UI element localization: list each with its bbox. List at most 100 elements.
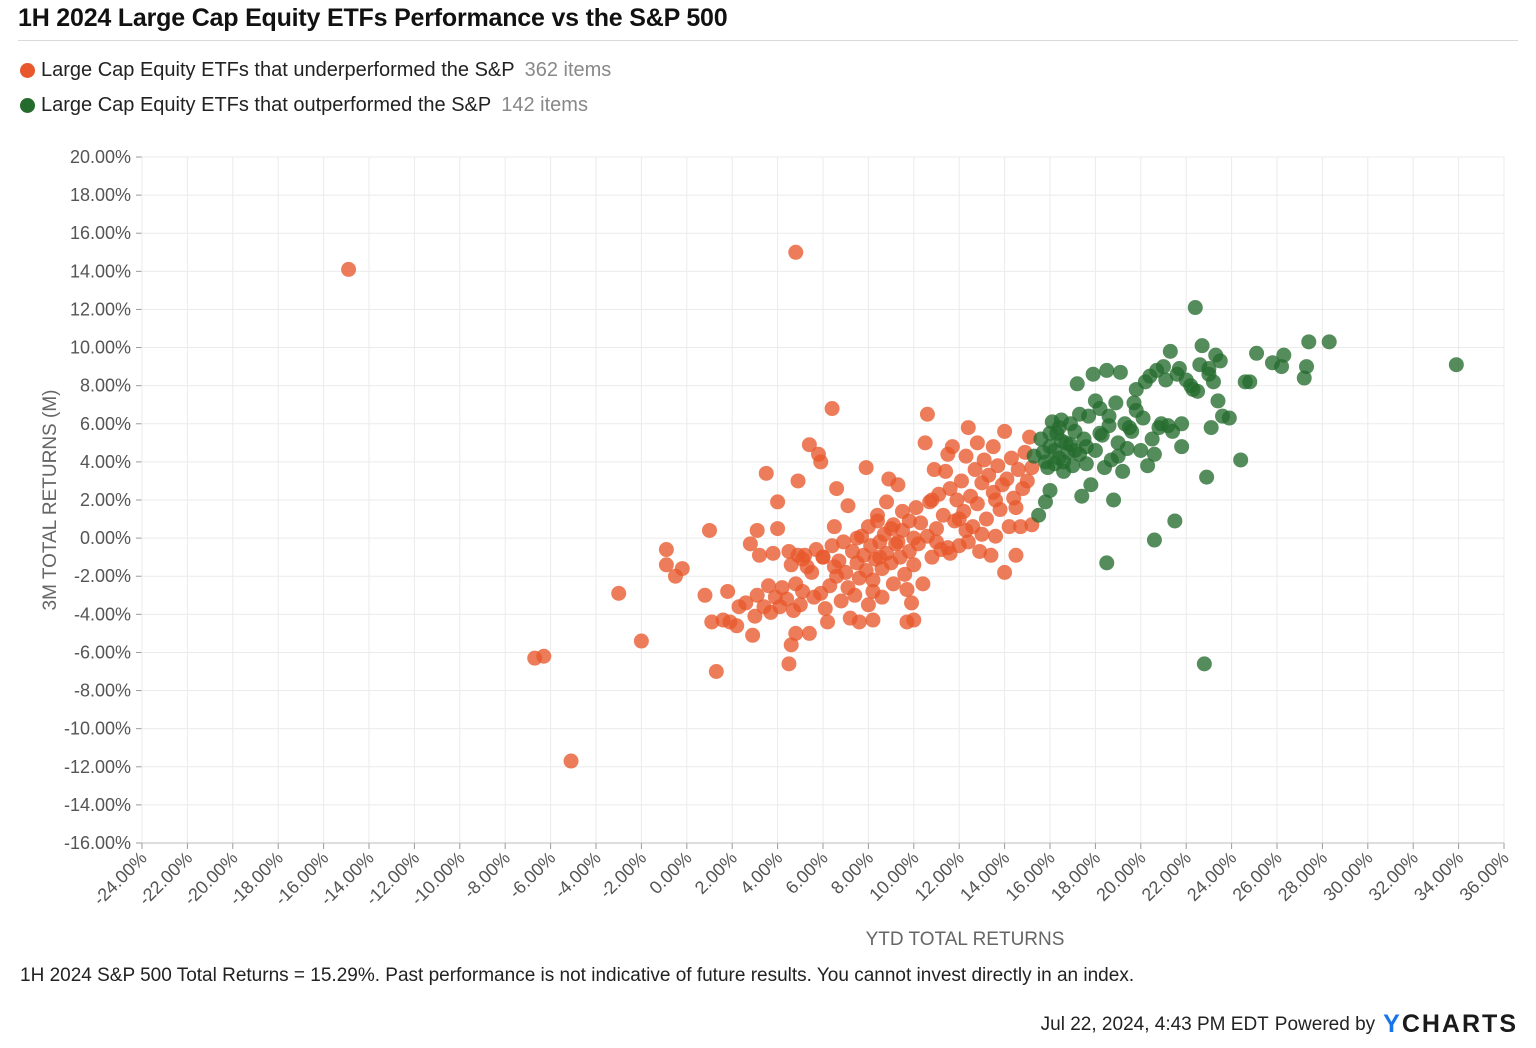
y-tick-label: 14.00% (70, 261, 131, 281)
powered-by-label: Powered by (1274, 1013, 1376, 1035)
data-point (770, 494, 786, 510)
data-point (697, 587, 713, 603)
data-point (813, 454, 829, 470)
data-point (1301, 334, 1317, 350)
legend-marker-outperformed (20, 98, 35, 113)
data-point (1167, 513, 1183, 529)
data-point (1140, 458, 1156, 474)
data-point (1185, 381, 1201, 397)
data-point (926, 462, 942, 478)
data-point (829, 481, 845, 497)
x-tick-label: 32.00% (1365, 848, 1422, 905)
data-point (1210, 393, 1226, 409)
data-point (1069, 376, 1085, 392)
data-point (960, 534, 976, 550)
data-point (983, 547, 999, 563)
legend-item-outperformed[interactable]: Large Cap Equity ETFs that outperformed … (20, 88, 611, 123)
data-point (1276, 347, 1292, 363)
data-point (1012, 519, 1028, 535)
x-tick-label: 6.00% (782, 848, 832, 898)
y-tick-label: 12.00% (70, 299, 131, 319)
data-point (1042, 482, 1058, 498)
x-tick-label: 14.00% (956, 848, 1013, 905)
data-point (1053, 433, 1069, 449)
scatter-chart: 20.00%18.00%16.00%14.00%12.00%10.00%8.00… (40, 147, 1513, 950)
x-axis-title: YTD TOTAL RETURNS (866, 929, 1065, 950)
data-point (788, 625, 804, 641)
data-point (797, 547, 813, 563)
data-point (1194, 338, 1210, 354)
data-point (758, 465, 774, 481)
x-tick-label: 24.00% (1183, 848, 1240, 905)
data-point (935, 507, 951, 523)
y-tick-label: 10.00% (70, 338, 131, 358)
data-point (929, 521, 944, 537)
legend-item-underperformed[interactable]: Large Cap Equity ETFs that underperforme… (20, 53, 611, 88)
ycharts-logo-text: CHARTS (1401, 1010, 1518, 1038)
y-tick-label: 2.00% (80, 490, 131, 510)
data-point (820, 614, 836, 630)
data-point (749, 522, 765, 538)
x-tick-label: 10.00% (865, 848, 922, 905)
data-point (908, 500, 924, 516)
data-point (765, 545, 781, 561)
data-point (997, 564, 1013, 580)
data-point (940, 540, 956, 556)
data-point (865, 572, 881, 588)
data-point (847, 587, 863, 603)
data-point (969, 496, 985, 512)
data-point (1003, 450, 1019, 466)
data-point (917, 435, 933, 451)
data-point (761, 578, 777, 594)
x-tick-label: -8.00% (460, 848, 514, 902)
data-point (1187, 300, 1203, 316)
data-point (990, 458, 1006, 474)
data-point (1110, 448, 1126, 464)
ycharts-logo[interactable]: Y CHARTS (1383, 1010, 1518, 1039)
data-point (1074, 488, 1090, 504)
data-point (981, 467, 997, 483)
data-point (1203, 420, 1219, 436)
x-tick-label: 18.00% (1047, 848, 1104, 905)
data-point (804, 564, 820, 580)
y-tick-label: -2.00% (74, 566, 131, 586)
data-point (720, 583, 736, 599)
data-point (633, 633, 649, 649)
data-point (985, 439, 1001, 455)
data-point (702, 522, 717, 538)
data-point (751, 547, 767, 563)
data-point (967, 462, 983, 478)
data-point (826, 519, 842, 535)
data-point (658, 557, 674, 573)
y-tick-label: 18.00% (70, 185, 131, 205)
data-point (913, 515, 929, 531)
data-point (1106, 492, 1122, 508)
data-point (1024, 460, 1040, 476)
data-point (958, 522, 974, 538)
data-point (879, 494, 895, 510)
data-point (1099, 362, 1115, 378)
x-tick-label: -4.00% (550, 848, 604, 902)
data-point (860, 597, 876, 613)
x-tick-label: 2.00% (691, 848, 741, 898)
legend-label-outperformed: Large Cap Equity ETFs that outperformed … (41, 94, 492, 116)
data-point (1221, 410, 1237, 426)
y-tick-label: -12.00% (64, 757, 131, 777)
data-point (840, 498, 856, 514)
data-point (838, 564, 854, 580)
data-point (1001, 519, 1017, 535)
data-point (747, 608, 763, 624)
x-tick-label: 28.00% (1274, 848, 1331, 905)
legend-marker-underperformed (20, 63, 35, 78)
data-point (788, 244, 804, 260)
data-point (849, 530, 865, 546)
data-point (1146, 532, 1162, 548)
data-point (801, 437, 817, 453)
data-point (1299, 359, 1315, 375)
data-point (817, 601, 833, 617)
title-divider (18, 40, 1518, 41)
y-tick-label: -4.00% (74, 604, 131, 624)
data-point (865, 583, 881, 599)
data-point (976, 452, 992, 468)
x-tick-label: 16.00% (1002, 848, 1059, 905)
